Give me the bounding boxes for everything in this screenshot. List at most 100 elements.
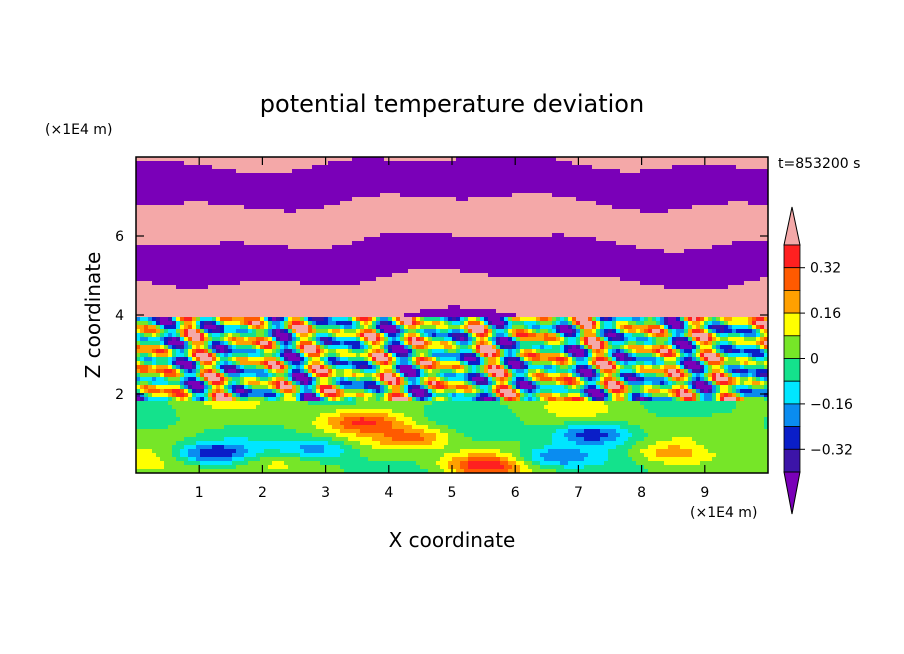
field-cell xyxy=(316,157,321,162)
field-cell xyxy=(232,281,237,286)
field-cell xyxy=(624,249,629,254)
field-cell xyxy=(720,157,725,162)
field-cell xyxy=(564,217,569,222)
field-cell xyxy=(284,225,289,230)
field-cell xyxy=(312,277,317,282)
field-cell xyxy=(756,233,761,238)
field-cell xyxy=(452,173,457,178)
field-cell xyxy=(332,205,337,210)
field-cell xyxy=(412,201,417,206)
field-cell xyxy=(736,217,741,222)
field-cell xyxy=(428,205,433,210)
field-cell xyxy=(356,217,361,222)
field-cell xyxy=(180,229,185,234)
field-cell xyxy=(540,173,545,178)
field-cell xyxy=(636,225,641,230)
field-cell xyxy=(308,249,313,254)
field-cell xyxy=(600,229,605,234)
field-cell xyxy=(368,165,373,170)
field-cell xyxy=(416,281,421,286)
field-cell xyxy=(504,173,509,178)
field-cell xyxy=(684,169,689,174)
field-cell xyxy=(144,185,149,190)
field-cell xyxy=(276,213,281,218)
field-cell xyxy=(456,185,461,190)
field-cell xyxy=(428,217,433,222)
field-cell xyxy=(240,181,245,186)
field-cell xyxy=(296,189,301,194)
field-cell xyxy=(648,217,653,222)
field-cell xyxy=(352,209,357,214)
field-cell xyxy=(716,197,721,202)
field-cell xyxy=(244,277,249,282)
field-cell xyxy=(284,237,289,242)
field-cell xyxy=(676,173,681,178)
field-cell xyxy=(400,273,405,278)
field-cell xyxy=(368,273,373,278)
field-cell xyxy=(512,273,517,278)
field-cell xyxy=(696,233,701,238)
field-cell xyxy=(696,177,701,182)
field-cell xyxy=(248,209,253,214)
field-cell xyxy=(388,173,393,178)
field-cell xyxy=(420,209,425,214)
field-cell xyxy=(436,253,441,258)
field-cell xyxy=(220,225,225,230)
field-cell xyxy=(500,273,505,278)
field-cell xyxy=(564,233,569,238)
field-cell xyxy=(392,209,397,214)
field-cell xyxy=(488,225,493,230)
field-cell xyxy=(584,261,589,266)
field-cell xyxy=(280,257,285,262)
field-cell xyxy=(248,233,253,238)
field-cell xyxy=(292,281,297,286)
field-cell xyxy=(180,205,185,210)
field-cell xyxy=(576,273,581,278)
field-cell xyxy=(540,229,545,234)
field-cell xyxy=(304,165,309,170)
field-cell xyxy=(684,241,689,246)
field-cell xyxy=(372,229,377,234)
field-cell xyxy=(172,217,177,222)
field-cell xyxy=(576,177,581,182)
field-cell xyxy=(284,157,289,162)
field-cell xyxy=(196,229,201,234)
field-cell xyxy=(296,177,301,182)
field-cell xyxy=(552,241,557,246)
field-cell xyxy=(480,221,485,226)
field-cell xyxy=(636,165,641,170)
field-cell xyxy=(668,241,673,246)
field-cell xyxy=(268,269,273,274)
field-cell xyxy=(448,197,453,202)
field-cell xyxy=(648,229,653,234)
field-cell xyxy=(624,213,629,218)
field-cell xyxy=(608,173,613,178)
field-cell xyxy=(640,161,645,166)
field-cell xyxy=(416,253,421,258)
field-cell xyxy=(484,229,489,234)
field-cell xyxy=(472,197,477,202)
field-cell xyxy=(220,257,225,262)
field-cell xyxy=(456,233,461,238)
field-cell xyxy=(324,161,329,166)
field-cell xyxy=(564,221,569,226)
field-cell xyxy=(608,197,613,202)
field-cell xyxy=(548,205,553,210)
field-cell xyxy=(500,249,505,254)
field-cell xyxy=(160,277,165,282)
field-cell xyxy=(496,225,501,230)
field-cell xyxy=(680,237,685,242)
field-cell xyxy=(504,209,509,214)
field-cell xyxy=(384,261,389,266)
field-cell xyxy=(372,269,377,274)
field-cell xyxy=(444,181,449,186)
field-cell xyxy=(496,157,501,162)
field-cell xyxy=(136,221,141,226)
field-cell xyxy=(712,249,717,254)
field-cell xyxy=(284,185,289,190)
field-cell xyxy=(448,261,453,266)
field-cell xyxy=(748,165,753,170)
field-cell xyxy=(304,253,309,258)
field-cell xyxy=(588,185,593,190)
field-cell xyxy=(292,161,297,166)
